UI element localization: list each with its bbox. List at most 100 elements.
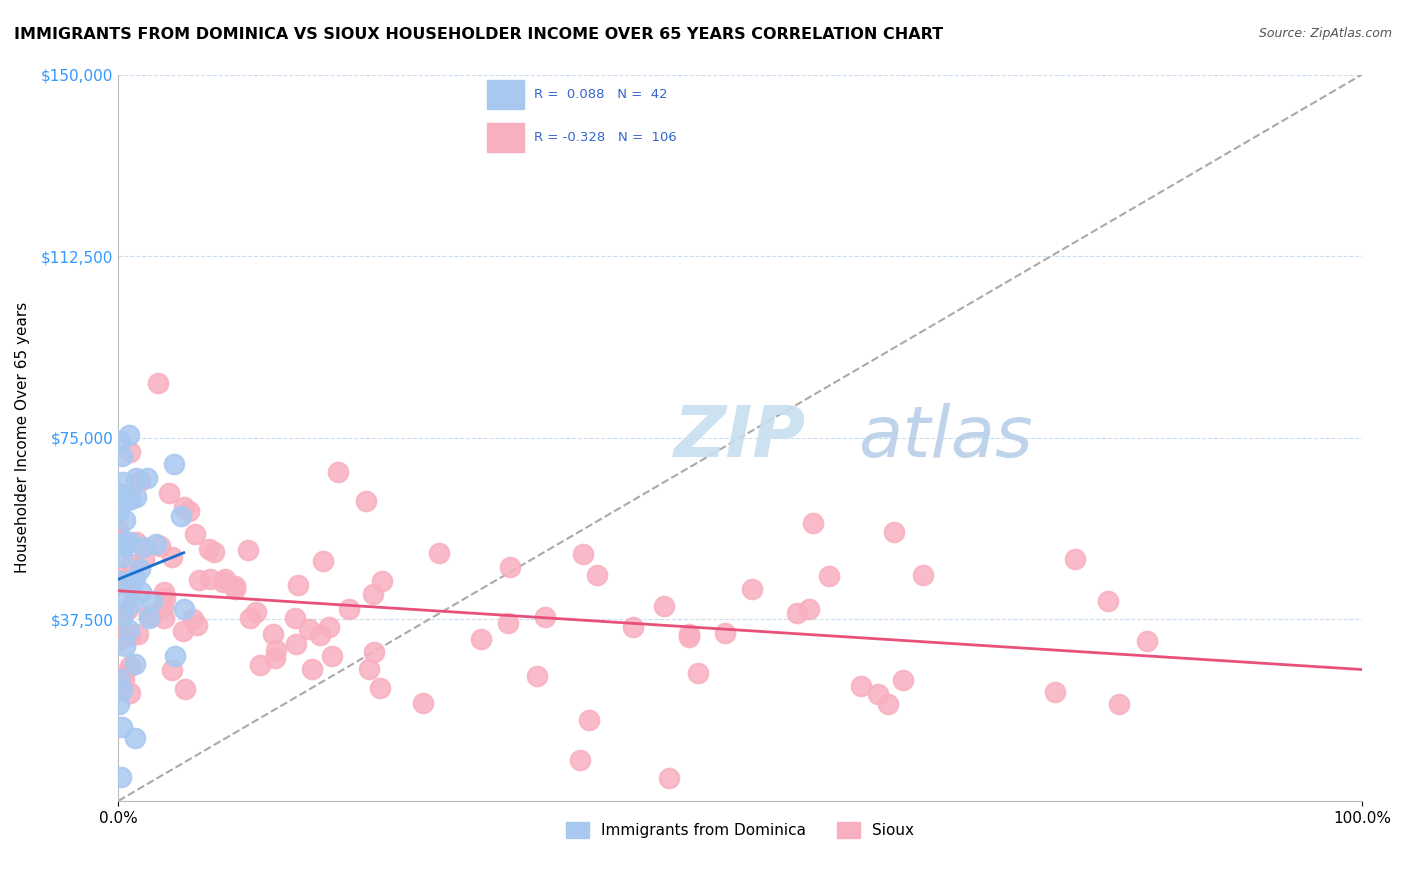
Point: [212, 574, 235, 589]
Text: IMMIGRANTS FROM DOMINICA VS SIOUX HOUSEHOLDER INCOME OVER 65 YEARS CORRELATION C: IMMIGRANTS FROM DOMINICA VS SIOUX HOUSEH…: [14, 27, 943, 42]
Point: [134, 551, 156, 566]
Point: [112, 674, 135, 689]
Point: [328, 465, 350, 479]
Point: [866, 688, 889, 702]
Point: [153, 611, 176, 625]
Point: [177, 503, 200, 517]
Point: [184, 527, 207, 541]
Point: [526, 669, 548, 683]
Point: [111, 720, 134, 734]
Point: [658, 771, 681, 785]
Point: [125, 535, 148, 549]
Point: [1136, 634, 1159, 648]
Text: R =  0.088   N =  42: R = 0.088 N = 42: [534, 88, 668, 101]
Point: [427, 546, 450, 560]
Point: [1064, 552, 1087, 566]
Point: [121, 596, 143, 610]
Point: [114, 534, 136, 549]
Point: [363, 645, 385, 659]
Point: [107, 574, 129, 588]
Y-axis label: Householder Income Over 65 years: Householder Income Over 65 years: [15, 302, 30, 574]
Point: [173, 500, 195, 514]
Point: [110, 533, 132, 547]
Point: [571, 547, 593, 561]
Point: [361, 587, 384, 601]
Point: [112, 667, 135, 681]
Point: [118, 534, 141, 549]
Point: [108, 566, 131, 581]
Point: [877, 697, 900, 711]
Point: [145, 537, 167, 551]
Point: [124, 657, 146, 672]
Point: [249, 657, 271, 672]
Point: [146, 376, 169, 390]
Text: Source: ZipAtlas.com: Source: ZipAtlas.com: [1258, 27, 1392, 40]
Point: [138, 611, 160, 625]
Point: [714, 625, 737, 640]
Point: [318, 620, 340, 634]
Point: [107, 625, 129, 640]
Point: [149, 539, 172, 553]
Point: [111, 450, 134, 464]
Point: [496, 615, 519, 630]
Point: [893, 673, 915, 687]
Point: [170, 508, 193, 523]
Point: [107, 608, 129, 623]
Point: [239, 611, 262, 625]
Point: [786, 606, 808, 620]
Point: [412, 697, 434, 711]
Point: [120, 445, 142, 459]
Point: [114, 577, 136, 591]
Point: [141, 593, 163, 607]
Point: [236, 543, 259, 558]
FancyBboxPatch shape: [488, 123, 524, 152]
Point: [121, 579, 143, 593]
Point: [578, 713, 600, 727]
Point: [287, 578, 309, 592]
Point: [136, 471, 159, 485]
Point: [312, 553, 335, 567]
Point: [309, 628, 332, 642]
Point: [152, 599, 174, 614]
Point: [120, 628, 142, 642]
Point: [321, 649, 343, 664]
Point: [111, 475, 134, 489]
Point: [1043, 684, 1066, 698]
Point: [266, 643, 288, 657]
Point: [115, 591, 138, 606]
Point: [499, 559, 522, 574]
Point: [818, 569, 841, 583]
Point: [118, 623, 141, 637]
Point: [111, 535, 134, 549]
Point: [1097, 594, 1119, 608]
Point: [110, 770, 132, 784]
Point: [370, 681, 392, 696]
Point: [128, 562, 150, 576]
Point: [741, 582, 763, 597]
Point: [110, 486, 132, 500]
Point: [224, 579, 246, 593]
Point: [112, 625, 135, 640]
Point: [124, 731, 146, 746]
Legend: Immigrants from Dominica, Sioux: Immigrants from Dominica, Sioux: [560, 816, 920, 844]
Point: [263, 651, 285, 665]
Point: [245, 605, 267, 619]
Point: [301, 662, 323, 676]
Point: [262, 626, 284, 640]
Point: [111, 608, 134, 623]
Point: [198, 541, 221, 556]
Text: R = -0.328   N =  106: R = -0.328 N = 106: [534, 131, 676, 144]
Point: [801, 516, 824, 530]
Point: [585, 568, 607, 582]
Point: [107, 632, 129, 647]
Text: ZIP: ZIP: [673, 403, 806, 472]
FancyBboxPatch shape: [488, 80, 524, 109]
Point: [108, 574, 131, 589]
Point: [202, 545, 225, 559]
Point: [110, 434, 132, 449]
Point: [883, 525, 905, 540]
Point: [153, 585, 176, 599]
Point: [157, 486, 180, 500]
Point: [186, 617, 208, 632]
Point: [163, 649, 186, 664]
